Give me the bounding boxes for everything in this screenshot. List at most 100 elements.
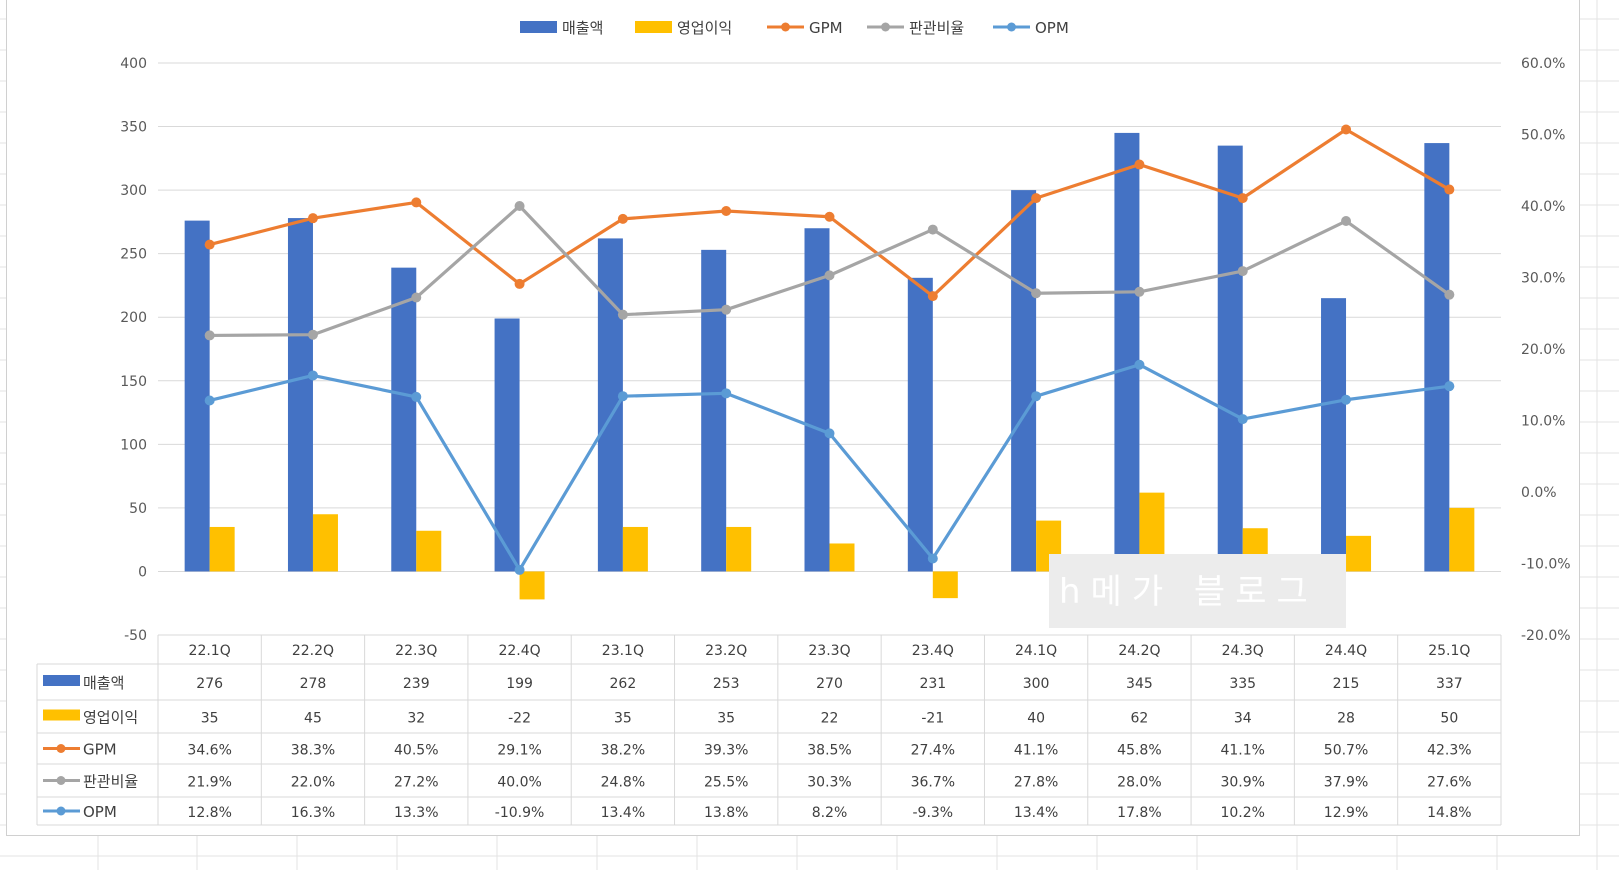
bar-매출액-23.4Q[interactable] — [907, 277, 933, 572]
point-OPM-22.3Q[interactable] — [411, 391, 422, 402]
point-판관비율-24.4Q[interactable] — [1341, 216, 1352, 227]
table-cell: 345 — [1126, 676, 1153, 692]
bar-매출액-24.4Q[interactable] — [1321, 298, 1347, 572]
point-판관비율-25.1Q[interactable] — [1444, 289, 1455, 300]
point-OPM-23.3Q[interactable] — [824, 428, 835, 439]
category-label: 22.3Q — [395, 643, 437, 659]
row-marker — [56, 776, 66, 785]
point-GPM-24.3Q[interactable] — [1237, 193, 1248, 204]
bar-영업이익-23.1Q[interactable] — [622, 526, 648, 572]
legend-item-영업이익[interactable]: 영업이익 — [635, 19, 732, 37]
bar-영업이익-22.2Q[interactable] — [312, 514, 338, 572]
table-cell: 45.8% — [1117, 743, 1161, 759]
bar-매출액-22.3Q[interactable] — [391, 267, 417, 572]
point-GPM-25.1Q[interactable] — [1444, 184, 1455, 195]
chart-area[interactable]: 400 350 300 250 200 150 100 50 0 -50 60.0% 50.0% 40… — [6, 0, 1580, 836]
right-tick-label: 0.0% — [1521, 485, 1557, 501]
point-GPM-23.3Q[interactable] — [824, 211, 835, 222]
point-GPM-23.4Q[interactable] — [927, 291, 938, 302]
point-GPM-22.1Q[interactable] — [204, 239, 215, 250]
right-tick-label: 40.0% — [1521, 199, 1565, 215]
table-cell: 38.5% — [807, 743, 851, 759]
legend-item-매출액[interactable]: 매출액 — [520, 19, 603, 37]
point-판관비율-23.4Q[interactable] — [927, 224, 938, 235]
bar-매출액-22.1Q[interactable] — [184, 220, 210, 572]
table-cell: 29.1% — [497, 743, 541, 759]
table-cell: 34.6% — [187, 743, 231, 759]
legend-marker — [781, 22, 790, 32]
point-GPM-23.1Q[interactable] — [617, 213, 628, 224]
legend-item-판관비율[interactable]: 판관비율 — [867, 19, 964, 37]
bar-매출액-24.2Q[interactable] — [1114, 132, 1140, 572]
table-cell: 21.9% — [187, 775, 231, 791]
point-OPM-25.1Q[interactable] — [1444, 381, 1455, 392]
bar-영업이익-22.4Q[interactable] — [519, 571, 545, 600]
bar-매출액-23.2Q[interactable] — [701, 249, 727, 572]
legend-item-GPM[interactable]: GPM — [767, 19, 843, 37]
point-OPM-22.2Q[interactable] — [307, 370, 318, 381]
point-OPM-23.1Q[interactable] — [617, 391, 628, 402]
point-판관비율-23.1Q[interactable] — [617, 309, 628, 320]
point-OPM-24.4Q[interactable] — [1341, 394, 1352, 405]
point-판관비율-22.4Q[interactable] — [514, 201, 525, 211]
bar-영업이익-23.3Q[interactable] — [829, 543, 855, 572]
point-판관비율-22.3Q[interactable] — [411, 292, 422, 303]
bar-매출액-22.4Q[interactable] — [494, 318, 520, 572]
point-GPM-22.4Q[interactable] — [514, 278, 525, 289]
category-label: 23.3Q — [808, 643, 850, 659]
category-label: 24.1Q — [1015, 643, 1057, 659]
point-GPM-22.2Q[interactable] — [307, 213, 318, 224]
row-label: OPM — [83, 803, 117, 821]
bar-매출액-24.3Q[interactable] — [1217, 145, 1243, 572]
point-판관비율-24.1Q[interactable] — [1031, 288, 1042, 299]
table-row-판관비율: 판관비율 21.9% 22.0% 27.2% 40.0% 24.8% 25.5% 30.3% 3… — [43, 773, 1472, 791]
bar-매출액-22.2Q[interactable] — [287, 218, 313, 572]
table-cell: 35 — [717, 711, 735, 727]
left-tick-label: 50 — [129, 501, 147, 517]
left-tick-label: 400 — [120, 56, 147, 72]
point-GPM-24.2Q[interactable] — [1134, 159, 1145, 170]
bar-매출액-24.1Q[interactable] — [1011, 190, 1037, 572]
point-OPM-24.1Q[interactable] — [1031, 391, 1042, 402]
point-판관비율-22.1Q[interactable] — [204, 330, 215, 341]
bar-영업이익-24.4Q[interactable] — [1346, 535, 1372, 572]
legend-item-OPM[interactable]: OPM — [993, 19, 1069, 37]
bar-매출액-25.1Q[interactable] — [1424, 143, 1450, 572]
point-GPM-24.1Q[interactable] — [1031, 193, 1042, 204]
table-cell: 337 — [1436, 676, 1463, 692]
point-판관비율-23.2Q[interactable] — [721, 304, 732, 315]
table-cell: -10.9% — [495, 805, 545, 821]
row-marker — [56, 806, 66, 816]
bar-영업이익-25.1Q[interactable] — [1449, 507, 1475, 572]
bar-영업이익-23.4Q[interactable] — [932, 571, 958, 599]
point-OPM-24.2Q[interactable] — [1134, 359, 1145, 370]
point-판관비율-24.2Q[interactable] — [1134, 286, 1145, 297]
point-판관비율-24.3Q[interactable] — [1237, 266, 1248, 277]
series-OPM — [204, 359, 1455, 575]
bar-매출액-23.3Q[interactable] — [804, 228, 830, 572]
category-label: 25.1Q — [1428, 643, 1470, 659]
category-label: 22.4Q — [498, 643, 540, 659]
table-cell: 41.1% — [1014, 743, 1058, 759]
point-OPM-22.1Q[interactable] — [204, 395, 215, 406]
table-cell: 50 — [1440, 711, 1458, 727]
point-OPM-23.2Q[interactable] — [721, 388, 732, 399]
table-cell: 12.8% — [187, 805, 231, 821]
table-cell: 28 — [1337, 711, 1355, 727]
point-GPM-22.3Q[interactable] — [411, 197, 422, 208]
bar-영업이익-22.3Q[interactable] — [416, 530, 442, 572]
point-OPM-23.4Q[interactable] — [927, 553, 938, 564]
bar-영업이익-22.1Q[interactable] — [209, 526, 235, 572]
point-GPM-23.2Q[interactable] — [721, 206, 732, 217]
bar-영업이익-23.2Q[interactable] — [726, 526, 752, 572]
point-판관비율-22.2Q[interactable] — [307, 329, 318, 340]
point-OPM-24.3Q[interactable] — [1237, 414, 1248, 425]
legend-swatch — [635, 21, 672, 33]
table-cell: 22.0% — [291, 775, 335, 791]
right-tick-label: 50.0% — [1521, 128, 1565, 144]
table-cell: 36.7% — [911, 775, 955, 791]
table-cell: 27.8% — [1014, 775, 1058, 791]
point-GPM-24.4Q[interactable] — [1341, 124, 1352, 135]
point-판관비율-23.3Q[interactable] — [824, 270, 835, 281]
point-OPM-22.4Q[interactable] — [514, 564, 525, 575]
